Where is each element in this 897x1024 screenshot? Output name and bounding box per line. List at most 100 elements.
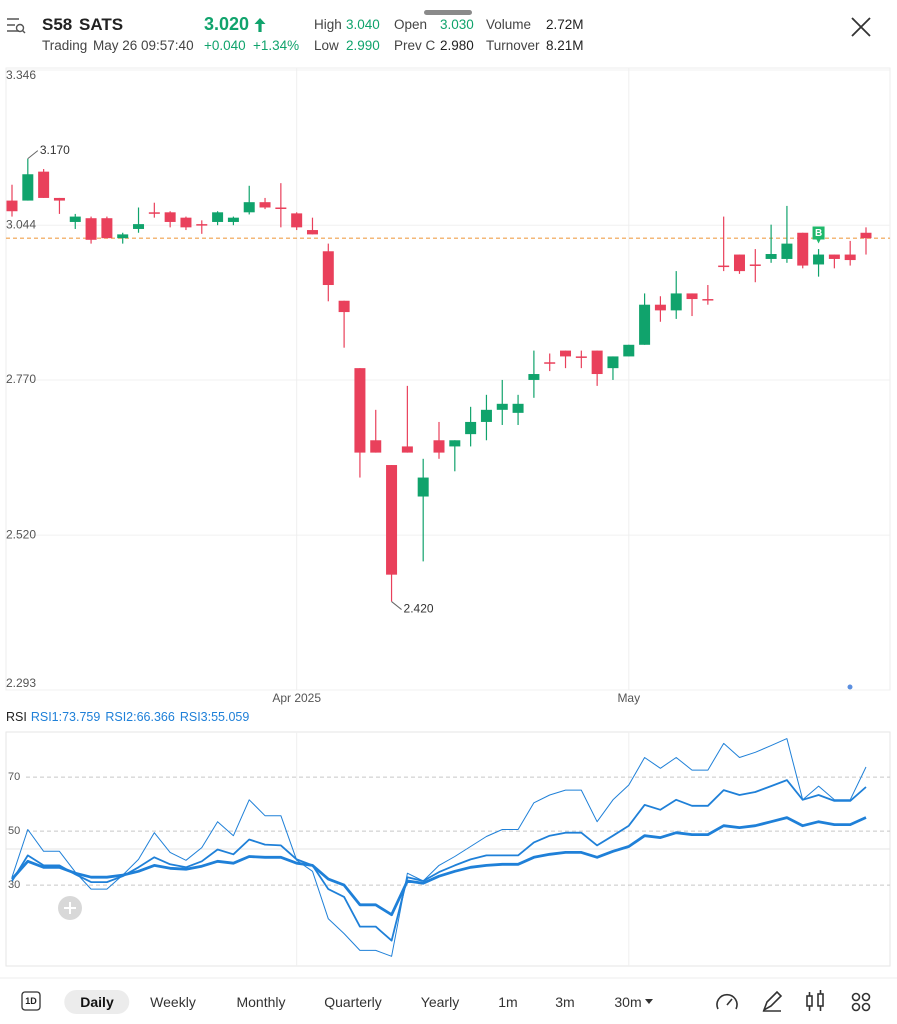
candle-body: [117, 234, 129, 239]
period-tab[interactable]: 3m: [555, 994, 575, 1010]
candle-body: [654, 304, 666, 311]
period-tab[interactable]: Quarterly: [324, 994, 382, 1010]
period-tab[interactable]: Yearly: [420, 994, 460, 1010]
period-tab[interactable]: Monthly: [236, 994, 286, 1010]
candle-body: [401, 446, 413, 453]
candle-body: [828, 254, 840, 259]
candle-body: [259, 202, 271, 208]
annotation-label: 2.420: [404, 602, 434, 616]
price: 3.020: [204, 14, 250, 34]
candle-body: [370, 440, 382, 453]
legend: RSI RSI1:73.759 RSI2:66.366 RSI3:55.059: [6, 710, 249, 724]
candle-body: [386, 465, 398, 575]
candle-body: [291, 213, 303, 228]
candle-body: [765, 254, 777, 259]
period-tab[interactable]: 30m: [614, 994, 642, 1010]
x-tick-label: May: [617, 691, 640, 705]
legend-entry: RSI3:55.059: [180, 710, 250, 724]
y-tick-label: 2.520: [6, 527, 36, 541]
y-tick-label: 2.770: [6, 372, 36, 386]
candle-body: [433, 440, 445, 453]
badge[interactable]: 1D: [25, 996, 37, 1006]
stat-value: 2.990: [346, 38, 380, 53]
candle-body: [844, 254, 856, 261]
candle-body: [781, 243, 793, 259]
close-button[interactable]: [850, 16, 872, 38]
candle-body: [797, 232, 809, 266]
candle-body: [196, 224, 208, 226]
candle-body: [227, 217, 239, 222]
candle-body: [38, 171, 50, 198]
dot: [847, 684, 853, 690]
y-tick-label: 3.346: [6, 68, 36, 82]
tool-icons[interactable]: [716, 990, 871, 1012]
candle-body: [480, 409, 492, 422]
legend-entry: RSI1:73.759: [31, 710, 101, 724]
candle-body: [322, 251, 334, 286]
period-tab[interactable]: Daily: [64, 990, 130, 1014]
rsi-line: [11, 738, 867, 957]
name: SATS: [79, 15, 124, 34]
candle-body: [85, 218, 97, 240]
marker-badge: [812, 226, 825, 244]
candle-body: [512, 403, 524, 413]
candle-body: [101, 218, 113, 239]
y-tick-label: 50: [8, 825, 20, 837]
candle-body: [670, 293, 682, 311]
candle-body: [496, 403, 508, 410]
candle-body: [306, 230, 318, 235]
candle-body: [860, 232, 872, 239]
candle-body: [212, 212, 224, 222]
candle-body: [560, 350, 572, 357]
candle-body: [22, 174, 34, 201]
change-percent: +1.34%: [253, 38, 300, 53]
y-tick-label: 30: [8, 879, 20, 891]
candle-body: [718, 265, 730, 268]
annotation-label: 3.170: [40, 143, 70, 157]
time: May 26 09:57:40: [93, 38, 194, 53]
candle-body: [607, 356, 619, 369]
candle-body: [749, 264, 761, 266]
stat-label: Volume: [486, 17, 532, 32]
candle-body: [417, 477, 429, 497]
add-indicator[interactable]: [58, 896, 82, 920]
candle-body: [813, 254, 825, 265]
rsi-line: [11, 779, 867, 942]
stat-value: 2.72M: [546, 17, 584, 32]
badge-icon[interactable]: [21, 991, 41, 1011]
y-tick-label: 2.293: [6, 676, 36, 690]
symbol: S58: [42, 15, 73, 34]
candle-body: [639, 304, 651, 345]
candle-body: [148, 212, 160, 214]
candle-body: [544, 362, 556, 364]
marker-label: B: [815, 228, 822, 239]
rsi-line: [10, 816, 867, 917]
candle-body: [180, 217, 192, 228]
candle-body: [623, 344, 635, 357]
y-tick-label: 70: [8, 771, 20, 783]
stat-value: 3.040: [346, 17, 380, 32]
drag-handle[interactable]: [424, 10, 472, 15]
candle-body: [53, 197, 65, 201]
annotation-leader: [27, 150, 39, 160]
legend-title: RSI: [6, 710, 27, 724]
candle-body: [338, 300, 350, 313]
stat-label: Prev C: [394, 38, 436, 53]
candle-body: [449, 440, 461, 447]
up-arrow: [254, 18, 266, 32]
stat-label: High: [314, 17, 342, 32]
stat-label: Turnover: [486, 38, 540, 53]
dropdown-arrow[interactable]: [645, 999, 653, 1004]
candle-body: [591, 350, 603, 375]
candle-body: [164, 212, 176, 222]
candle-body: [354, 368, 366, 453]
menu-icon[interactable]: [6, 16, 26, 36]
stat-value: 8.21M: [546, 38, 584, 53]
stat-value: 3.030: [440, 17, 474, 32]
candle-body: [275, 207, 287, 210]
candle-body: [243, 202, 255, 213]
status: Trading: [42, 38, 88, 53]
period-tab[interactable]: 1m: [498, 994, 518, 1010]
period-tab[interactable]: Weekly: [150, 994, 196, 1010]
